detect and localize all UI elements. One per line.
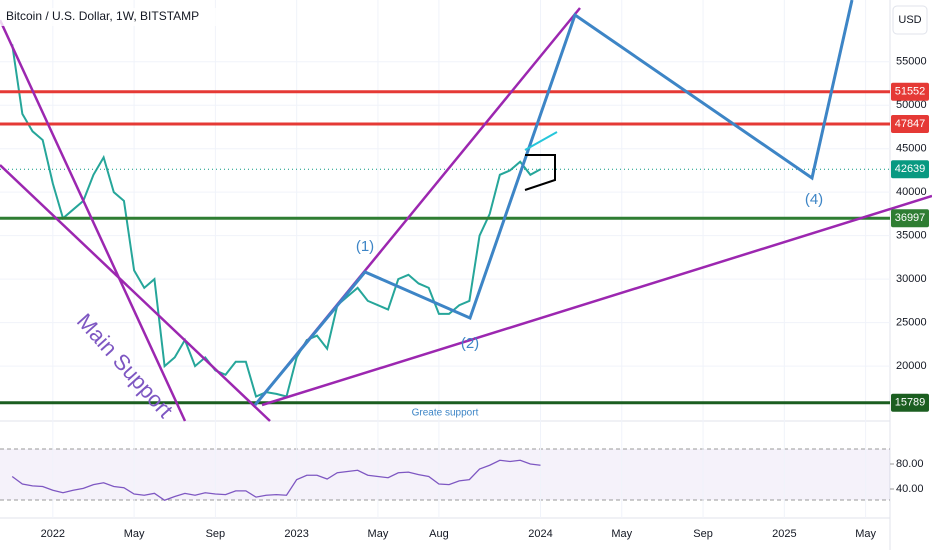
level-tag-bg	[891, 114, 929, 133]
flag-pole	[524, 131, 558, 151]
level-tag-label: 51552	[895, 86, 926, 98]
y-tick-label: 35000	[896, 230, 927, 242]
x-tick-label: May	[611, 528, 632, 540]
y-tick-label: 30000	[896, 273, 927, 285]
y-tick-label: 45000	[896, 143, 927, 155]
level-tag-label: 36997	[895, 212, 926, 224]
y-tick-label: 20000	[896, 360, 927, 372]
drawings	[0, 0, 932, 422]
currency-button[interactable]	[892, 5, 928, 35]
level-tag-label: 15789	[895, 397, 926, 409]
rsi-line	[11, 459, 541, 501]
level-tag: 15789	[891, 393, 929, 412]
level-tag: 42639	[891, 160, 929, 179]
currency-label[interactable]: USD	[898, 14, 921, 26]
trend-line	[261, 194, 932, 407]
rsi-tick-label: 80.00	[896, 458, 924, 470]
rsi-band	[0, 449, 890, 500]
chart-title: Bitcoin / U.S. Dollar, 1W, BITSTAMP	[6, 9, 199, 23]
x-tick-label: 2024	[528, 528, 552, 540]
rsi-tick-label: 40.00	[896, 483, 924, 495]
flag	[524, 154, 556, 191]
wave-path	[253, 0, 854, 406]
wave-label: (1)	[356, 238, 374, 255]
x-tick-label: Sep	[206, 528, 226, 540]
trend-line	[0, 19, 187, 422]
level-tag-label: 47847	[895, 118, 926, 130]
level-tag-bg	[891, 209, 929, 228]
y-tick-label: 40000	[896, 186, 927, 198]
x-tick-label: 2023	[284, 528, 308, 540]
x-tick-label: May	[855, 528, 876, 540]
level-tag: 51552	[891, 82, 929, 101]
plot-area: 20000 25000 30000 35000 40000 45000 50000 55000…	[0, 0, 927, 540]
x-tick-label: Sep	[693, 528, 713, 540]
y-tick-label: 50000	[896, 99, 927, 111]
level-tag-bg	[891, 393, 929, 412]
trend-line	[0, 164, 271, 422]
support-note: Greate support	[412, 408, 479, 419]
y-tick-label: 55000	[896, 56, 927, 68]
level-tag-bg	[891, 160, 929, 179]
x-tick-label: 2022	[41, 528, 65, 540]
y-tick-label: 25000	[896, 317, 927, 329]
x-tick-label: 2025	[772, 528, 796, 540]
level-tag: 36997	[891, 209, 929, 228]
level-tag: 47847	[891, 114, 929, 133]
level-tag-label: 42639	[895, 163, 926, 175]
wave-label: (4)	[805, 191, 823, 208]
wave-label: (2)	[461, 335, 479, 352]
title-bg	[0, 8, 240, 26]
level-tag-bg	[891, 82, 929, 101]
x-tick-label: Aug	[429, 528, 449, 540]
x-tick-label: May	[124, 528, 145, 540]
x-tick-label: May	[368, 528, 389, 540]
